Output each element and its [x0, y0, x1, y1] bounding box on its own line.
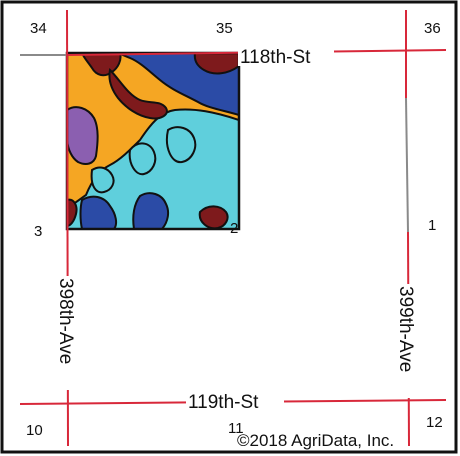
- soil-unit-maroon-se[interactable]: [198, 205, 229, 229]
- soil-unit-maroon-sw[interactable]: [67, 198, 78, 228]
- section-number-n: 35: [216, 20, 233, 37]
- field-boundary[interactable]: [67, 53, 239, 229]
- copyright-notice: ©2018 AgriData, Inc.: [237, 431, 394, 450]
- section-number-s: 11: [228, 420, 244, 437]
- road-label-119th-st: 119th-St: [188, 392, 259, 413]
- soil-unit-navy-s[interactable]: [132, 192, 170, 229]
- road-label-118th-st: 118th-St: [240, 47, 311, 68]
- section-number-se: 12: [426, 414, 443, 431]
- road-label-398th-ave: 398th-Ave: [55, 278, 76, 364]
- section-number-field-corner: 2: [230, 220, 238, 237]
- section-number-ne: 36: [424, 20, 441, 37]
- label-118th-bg: [238, 46, 334, 66]
- label-398th-bg: [56, 276, 78, 390]
- soil-unit-maroon-ne[interactable]: [193, 53, 239, 75]
- road-399th-ave-grey: [405, 97, 409, 233]
- road-label-399th-ave: 399th-Ave: [395, 286, 416, 372]
- section-number-sw: 10: [26, 422, 43, 439]
- section-number-nw: 34: [30, 20, 47, 37]
- soil-unit-cyan-fingers[interactable]: [90, 126, 197, 194]
- soil-unit-maroon-mid[interactable]: [108, 67, 168, 120]
- label-119th-bg: [186, 391, 284, 411]
- section-number-e: 1: [428, 217, 436, 234]
- label-399th-bg: [396, 284, 418, 398]
- section-number-w: 3: [34, 223, 42, 240]
- soil-unit-navy-sw[interactable]: [79, 195, 118, 229]
- soil-unit-purple[interactable]: [67, 106, 99, 165]
